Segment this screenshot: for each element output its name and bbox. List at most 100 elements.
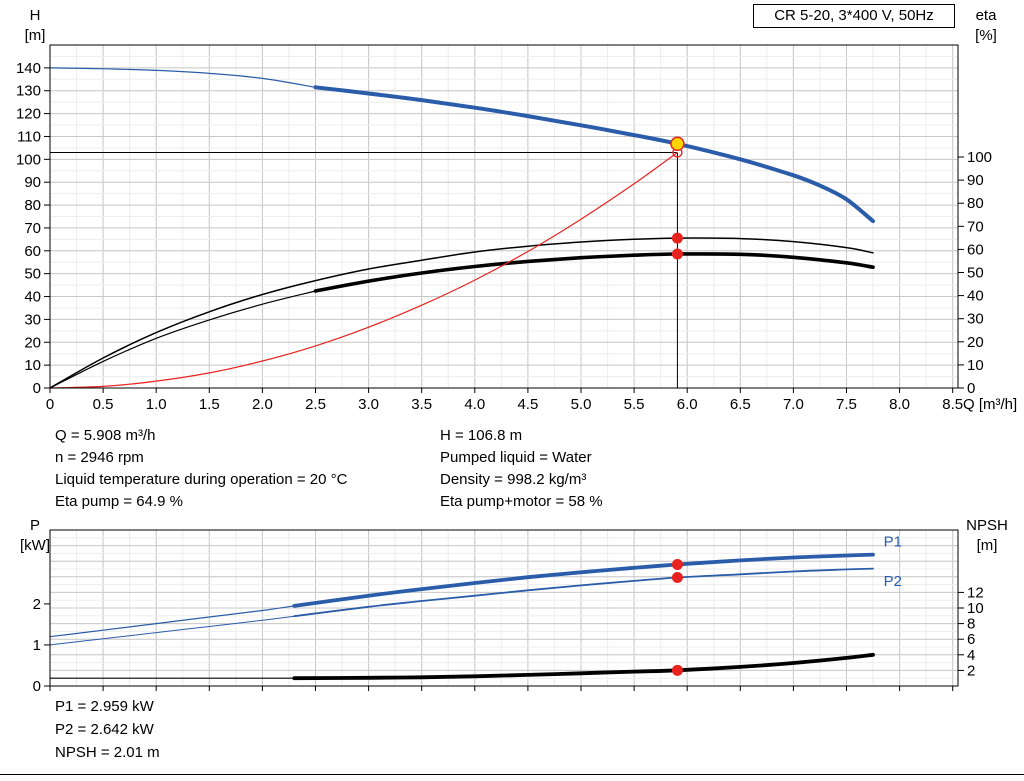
right-tick-label: 60 (967, 241, 984, 258)
info-line-eta-pump: Eta pump = 64.9 % (55, 493, 183, 510)
x-tick-label: 2.0 (252, 396, 273, 413)
right-tick-label: 100 (967, 149, 992, 166)
x-tick-label: 3.5 (411, 396, 432, 413)
eta-pump-duty-dot (671, 232, 683, 244)
right-tick-label: 4 (967, 647, 975, 664)
x-tick-label: 8.5 (942, 396, 963, 413)
x-tick-label: 2.5 (305, 396, 326, 413)
left-tick-label: 40 (24, 289, 41, 306)
right-tick-label: 10 (967, 600, 984, 617)
x-tick-label: 6.5 (730, 396, 751, 413)
x-axis-unit-label: Q [m³/h] (963, 396, 1017, 413)
curve-label-p2: P2 (884, 573, 902, 590)
right-tick-label: 30 (967, 311, 984, 328)
right-tick-label: 2 (967, 662, 975, 679)
curve-label-p1: P1 (884, 533, 902, 550)
eta-pump-motor-curve (313, 252, 875, 293)
x-tick-label: 5.0 (571, 396, 592, 413)
x-tick-label: 6.0 (677, 396, 698, 413)
x-tick-label: 0.5 (93, 396, 114, 413)
duty-info-right: H = 106.8 m Pumped liquid = Water Densit… (440, 425, 603, 513)
right-tick-label: 80 (967, 195, 984, 212)
left-tick-label: 50 (24, 266, 41, 283)
left-tick-label: 140 (16, 60, 41, 77)
right-tick-label: 6 (967, 631, 975, 648)
x-tick-label: 7.5 (836, 396, 857, 413)
left-tick-label: 120 (16, 106, 41, 123)
p2-curve (293, 567, 874, 618)
eta-pump-curve (49, 237, 874, 389)
power-axis-symbol: P (29, 517, 40, 534)
head-efficiency-chart: 0 0.5 1.0 1.5 2.0 2.5 3.0 3.5 4.0 4.5 5.0 5.5 6.0 6.5… (16, 44, 1017, 413)
left-tick-label: 70 (24, 220, 41, 237)
x-tick-label: 4.5 (517, 396, 538, 413)
result-line-npsh: NPSH = 2.01 m (55, 744, 160, 761)
right-tick-label: 10 (967, 357, 984, 374)
npsh-duty-dot (671, 664, 683, 676)
left-tick-label: 60 (24, 243, 41, 260)
eta-axis-symbol: eta (975, 7, 997, 24)
head-axis-title: H [m] (14, 6, 56, 46)
head-axis-symbol: H (29, 7, 41, 24)
left-tick-label: 10 (24, 357, 41, 374)
eta-axis-unit: [%] (975, 27, 997, 44)
right-tick-label: 90 (967, 172, 984, 189)
info-line-temperature: Liquid temperature during operation = 20… (55, 471, 348, 488)
info-line-density: Density = 998.2 kg/m³ (440, 471, 587, 488)
left-tick-label: 20 (24, 334, 41, 351)
npsh-axis-unit: [m] (976, 537, 998, 554)
operating-point-dot (670, 136, 685, 152)
eta-axis-title: eta [%] (962, 6, 1010, 46)
left-tick-label: 30 (24, 311, 41, 328)
x-tick-label: 1.5 (199, 396, 220, 413)
x-tick-label: 4.0 (464, 396, 485, 413)
head-axis-unit: [m] (24, 27, 46, 44)
p2-lead (49, 615, 295, 646)
qh-curve (313, 85, 875, 224)
result-line-p2: P2 = 2.642 kW (55, 721, 154, 738)
left-tick-label: 0 (33, 380, 41, 397)
pump-type-label: CR 5-20, 3*400 V, 50Hz (774, 7, 934, 24)
left-tick-label: 110 (17, 128, 41, 145)
power-axis-unit: [kW] (20, 537, 50, 554)
right-tick-label: 70 (967, 218, 984, 235)
info-line-q: Q = 5.908 m³/h (55, 427, 156, 444)
x-tick-label: 7.0 (783, 396, 804, 413)
x-tick-label: 3.0 (358, 396, 379, 413)
p2-duty-dot (671, 572, 683, 584)
info-line-speed: n = 2946 rpm (55, 449, 144, 466)
x-tick-label: 0 (46, 396, 54, 413)
left-tick-label: 2 (33, 596, 41, 613)
left-tick-label: 90 (24, 174, 41, 191)
results-block: P1 = 2.959 kW P2 = 2.642 kW NPSH = 2.01 … (55, 695, 160, 764)
right-tick-label: 8 (967, 616, 975, 633)
result-line-p1: P1 = 2.959 kW (55, 698, 154, 715)
pump-type-box: CR 5-20, 3*400 V, 50Hz (753, 4, 955, 28)
right-tick-label: 50 (967, 265, 984, 282)
right-tick-label: 12 (967, 584, 984, 601)
right-tick-label: 20 (967, 334, 984, 351)
npsh-axis-title: NPSH [m] (956, 516, 1018, 556)
p1-curve (292, 552, 875, 608)
npsh-curve (292, 652, 875, 681)
head-efficiency-chart-frame (49, 44, 959, 389)
left-tick-label: 1 (33, 637, 41, 654)
info-line-liquid: Pumped liquid = Water (440, 449, 592, 466)
left-tick-label: 0 (33, 678, 41, 695)
power-axis-title: P [kW] (12, 516, 58, 556)
system-curve (49, 151, 678, 389)
p1-lead (49, 605, 295, 638)
qh-lead (49, 67, 317, 88)
eta-pump-motor-lead (49, 290, 317, 389)
x-tick-label: 8.0 (889, 396, 910, 413)
eta-pump-motor-duty-dot (671, 248, 683, 260)
duty-info-left: Q = 5.908 m³/h n = 2946 rpm Liquid tempe… (55, 425, 347, 513)
right-tick-label: 40 (967, 288, 984, 305)
left-tick-label: 100 (16, 151, 41, 168)
p1-duty-dot (671, 559, 683, 571)
left-tick-label: 80 (24, 197, 41, 214)
bottom-divider (0, 774, 1024, 775)
info-line-head: H = 106.8 m (440, 427, 523, 444)
